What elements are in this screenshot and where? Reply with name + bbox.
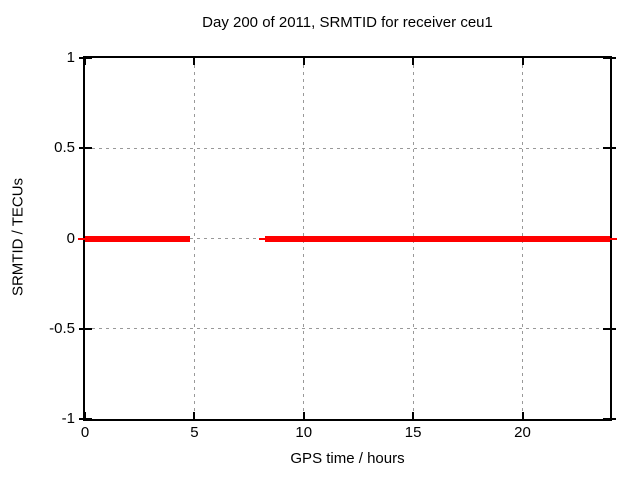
- series-segment: [85, 235, 190, 242]
- y-tick-label: 1: [66, 49, 75, 66]
- x-tick-mark: [302, 58, 305, 65]
- y-tick-mark: [79, 418, 92, 420]
- y-tick-mark: [603, 418, 616, 420]
- y-tick-label: 0.5: [54, 139, 75, 157]
- y-tick-mark: [79, 147, 92, 150]
- x-tick-mark: [302, 412, 305, 419]
- plot-area: [78, 56, 617, 421]
- x-tick-label: 5: [190, 424, 199, 441]
- x-tick-mark: [84, 58, 86, 65]
- y-tick-mark: [603, 147, 616, 150]
- x-tick-label: 15: [404, 424, 422, 441]
- x-tick-label: 0: [80, 424, 90, 441]
- y-tick-mark: [603, 57, 616, 59]
- y-tick-label: -1: [61, 410, 75, 427]
- y-tick-mark: [79, 327, 92, 330]
- y-tick-label: 0: [66, 229, 75, 247]
- x-tick-mark: [193, 58, 196, 65]
- x-tick-label: 20: [514, 424, 531, 441]
- x-tick-mark: [412, 58, 415, 65]
- chart-title: Day 200 of 2011, SRMTID for receiver ceu…: [202, 14, 493, 31]
- y-tick-label: -0.5: [49, 319, 75, 337]
- x-tick-mark: [193, 412, 196, 419]
- y-tick-mark: [79, 57, 92, 59]
- series-segment: [78, 237, 85, 240]
- series-segment: [610, 237, 617, 240]
- series-segment: [258, 237, 266, 240]
- x-axis-label: GPS time / hours: [290, 450, 405, 467]
- grid-line-horizontal: [85, 328, 610, 330]
- x-tick-mark: [521, 58, 524, 65]
- x-tick-mark: [521, 412, 524, 419]
- x-tick-mark: [412, 412, 415, 419]
- series-segment: [265, 235, 610, 242]
- x-tick-mark: [84, 412, 86, 419]
- x-tick-label: 10: [295, 424, 313, 441]
- y-tick-mark: [603, 327, 616, 330]
- grid-line-horizontal: [85, 147, 610, 149]
